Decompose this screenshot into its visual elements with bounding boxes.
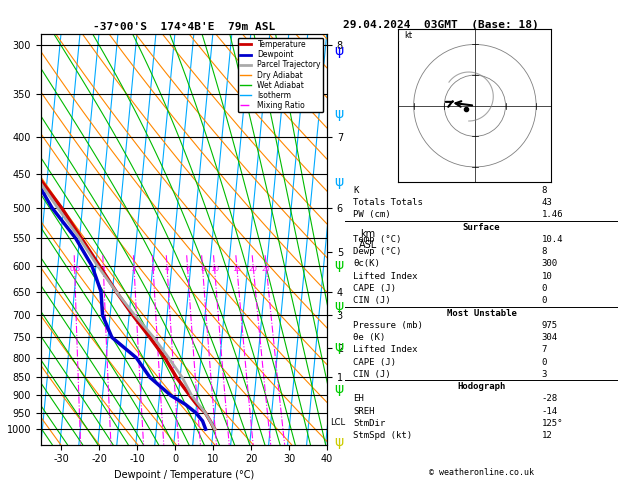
Text: StmSpd (kt): StmSpd (kt): [353, 431, 412, 440]
Text: Lifted Index: Lifted Index: [353, 272, 418, 281]
Text: ψ: ψ: [334, 341, 343, 354]
Text: ψ: ψ: [334, 382, 343, 396]
Text: 10: 10: [210, 266, 219, 272]
Text: -14: -14: [542, 407, 558, 416]
Text: Temp (°C): Temp (°C): [353, 235, 401, 244]
Text: 10: 10: [542, 272, 552, 281]
Text: 15: 15: [232, 266, 241, 272]
Text: 8: 8: [542, 186, 547, 195]
Text: CIN (J): CIN (J): [353, 296, 391, 305]
Text: 975: 975: [542, 321, 558, 330]
Text: Surface: Surface: [463, 223, 500, 232]
Text: 304: 304: [542, 333, 558, 342]
Text: 8: 8: [200, 266, 204, 272]
Text: ψ: ψ: [334, 107, 343, 121]
Text: CIN (J): CIN (J): [353, 370, 391, 379]
Legend: Temperature, Dewpoint, Parcel Trajectory, Dry Adiabat, Wet Adiabat, Isotherm, Mi: Temperature, Dewpoint, Parcel Trajectory…: [238, 38, 323, 112]
Text: 8: 8: [542, 247, 547, 256]
Text: StmDir: StmDir: [353, 419, 385, 428]
Text: 12: 12: [542, 431, 552, 440]
Y-axis label: hPa: hPa: [0, 229, 1, 249]
Text: K: K: [353, 186, 359, 195]
Text: Pressure (mb): Pressure (mb): [353, 321, 423, 330]
Text: 1: 1: [101, 266, 106, 272]
Text: 25: 25: [262, 266, 270, 272]
Text: 6: 6: [185, 266, 190, 272]
Text: 7: 7: [542, 346, 547, 354]
Text: CAPE (J): CAPE (J): [353, 284, 396, 293]
Text: ψ: ψ: [334, 175, 343, 189]
Text: ψ: ψ: [334, 258, 343, 272]
Text: 0: 0: [542, 358, 547, 366]
Y-axis label: km
ASL: km ASL: [359, 228, 377, 250]
Text: 4: 4: [165, 266, 169, 272]
X-axis label: Dewpoint / Temperature (°C): Dewpoint / Temperature (°C): [114, 470, 254, 480]
Text: 3: 3: [151, 266, 155, 272]
Text: 1.46: 1.46: [542, 210, 563, 220]
Text: 125°: 125°: [542, 419, 563, 428]
Text: 10.4: 10.4: [542, 235, 563, 244]
Text: 0: 0: [542, 296, 547, 305]
Text: © weatheronline.co.uk: © weatheronline.co.uk: [429, 468, 533, 477]
Text: -28: -28: [542, 394, 558, 403]
Text: θe (K): θe (K): [353, 333, 385, 342]
Text: 300: 300: [542, 260, 558, 268]
Text: EH: EH: [353, 394, 364, 403]
Text: Hodograph: Hodograph: [457, 382, 506, 391]
Text: ψ: ψ: [334, 435, 343, 449]
Text: Dewp (°C): Dewp (°C): [353, 247, 401, 256]
Text: kt: kt: [404, 31, 413, 40]
Text: 3: 3: [542, 370, 547, 379]
Text: LCL: LCL: [330, 418, 345, 427]
Text: ψ: ψ: [334, 299, 343, 313]
Text: CAPE (J): CAPE (J): [353, 358, 396, 366]
Text: ψ: ψ: [334, 44, 343, 58]
Text: 0.5: 0.5: [69, 266, 80, 272]
Text: Most Unstable: Most Unstable: [447, 309, 516, 317]
Text: PW (cm): PW (cm): [353, 210, 391, 220]
Text: 43: 43: [542, 198, 552, 207]
Text: 29.04.2024  03GMT  (Base: 18): 29.04.2024 03GMT (Base: 18): [343, 20, 538, 31]
Text: 20: 20: [248, 266, 258, 272]
Text: 0: 0: [542, 284, 547, 293]
Text: Lifted Index: Lifted Index: [353, 346, 418, 354]
Title: -37°00'S  174°4B'E  79m ASL: -37°00'S 174°4B'E 79m ASL: [93, 22, 275, 32]
Text: 2: 2: [132, 266, 136, 272]
Text: θc(K): θc(K): [353, 260, 380, 268]
Text: Totals Totals: Totals Totals: [353, 198, 423, 207]
Text: SREH: SREH: [353, 407, 374, 416]
